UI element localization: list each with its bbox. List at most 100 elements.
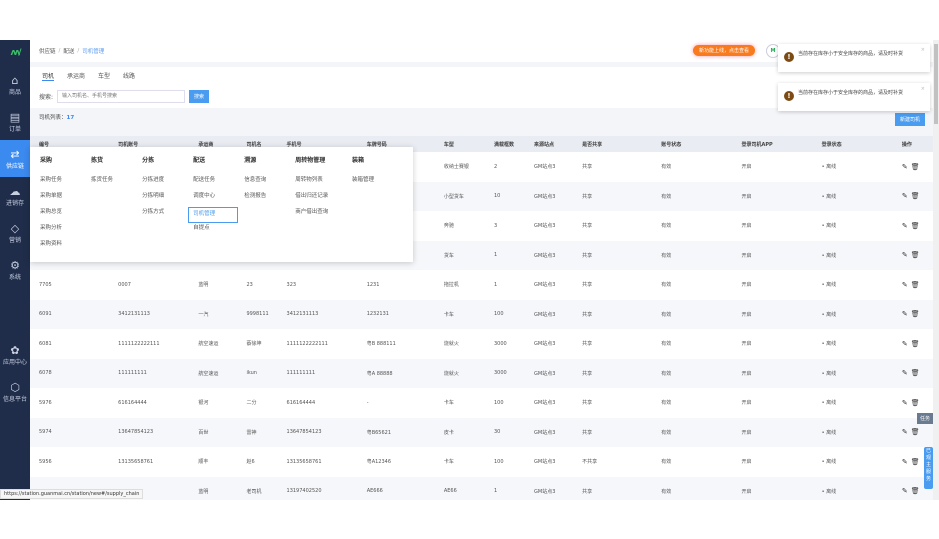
table-cell: GM站点3 [534, 341, 556, 348]
delete-icon[interactable]: 🗑 [910, 192, 923, 201]
table-cell: 1 [484, 240, 526, 270]
column-header: 是否共享 [573, 136, 653, 152]
delete-icon[interactable]: 🗑 [910, 221, 923, 230]
edit-icon[interactable]: ✎ [901, 339, 911, 348]
delete-icon[interactable]: 🗑 [910, 251, 923, 260]
edit-icon[interactable]: ✎ [901, 192, 911, 201]
sidebar-item-cloud[interactable]: ☁ 进销存 [0, 177, 30, 214]
table-cell: 共享 [573, 299, 653, 329]
gear-icon: ⚙ [10, 258, 20, 272]
task-button[interactable]: 任务 [917, 413, 934, 424]
table-row: 5976 616164444 银河 二分 616164444 - 卡车 100 GM站点3 共享 有… [30, 388, 933, 418]
close-icon[interactable]: × [920, 47, 925, 53]
delete-icon[interactable]: 🗑 [910, 457, 923, 466]
menu-item[interactable]: 调度中心 [193, 193, 216, 199]
edit-icon[interactable]: ✎ [901, 280, 911, 289]
menu-item[interactable]: 采购任务 [40, 177, 63, 183]
menu-group: 分拣分拣进度分拣明细分拣方式 [142, 155, 193, 254]
avatar[interactable]: M [766, 44, 780, 58]
table-cell: 13135658761 [118, 458, 154, 465]
table-cell: 111111111 [109, 358, 190, 388]
menu-item[interactable]: 采购总览 [40, 209, 63, 215]
actions-cell: ✎🗑 [893, 329, 933, 359]
sidebar-item-gear[interactable]: ⚙ 系统 [0, 251, 30, 288]
menu-group: 采购 采购任务 采购单据 采购总览 采购分析 采购资料 [40, 155, 91, 254]
edit-icon[interactable]: ✎ [901, 162, 911, 171]
menu-item[interactable]: 采购资料 [40, 241, 63, 247]
table-cell: 雷神 [237, 417, 278, 447]
edit-icon[interactable]: ✎ [901, 398, 911, 407]
table-cell: 烧就火 [434, 358, 485, 388]
delete-icon[interactable]: 🗑 [910, 162, 923, 171]
tab-vehicle-type[interactable]: 车型 [98, 73, 111, 80]
tab-driver[interactable]: 司机 [42, 72, 55, 81]
edit-icon[interactable]: ✎ [901, 457, 911, 466]
edit-icon[interactable]: ✎ [901, 310, 911, 319]
menu-item[interactable]: 分拣方式 [142, 209, 165, 215]
menu-item[interactable]: 采购单据 [40, 193, 63, 199]
menu-item[interactable]: 分拣明细 [142, 193, 165, 199]
table-cell: 卡车 [434, 299, 485, 329]
delete-icon[interactable]: 🗑 [910, 428, 923, 437]
tab-carrier[interactable]: 承运商 [67, 73, 86, 80]
search-input[interactable] [57, 89, 186, 103]
table-cell: - [366, 399, 369, 406]
table-cell: 卡车 [443, 400, 454, 407]
actions-cell: ✎🗑 [893, 270, 933, 300]
tab-route[interactable]: 线路 [123, 73, 136, 80]
menu-item[interactable]: 装箱管理 [351, 177, 374, 183]
table-cell: 开启 [741, 164, 752, 171]
sidebar-item-label: 商品 [8, 88, 21, 96]
menu-item[interactable]: 司机管理 [188, 207, 239, 223]
menu-group-title: 分拣 [142, 157, 155, 164]
table-cell: 有效 [661, 164, 672, 171]
delete-icon[interactable]: 🗑 [910, 398, 923, 407]
scrollbar[interactable] [933, 40, 939, 500]
table-cell: 1 [493, 281, 498, 288]
customer-service-button[interactable]: 已观主服务 [924, 447, 933, 489]
table-cell: 111111111 [277, 358, 358, 388]
menu-item[interactable]: 检测报告 [244, 193, 267, 199]
edit-icon[interactable]: ✎ [901, 369, 911, 378]
sidebar-item-label: 营销 [8, 236, 21, 244]
new-feature-button[interactable]: 新功能上线，点击查看 [693, 45, 756, 56]
edit-icon[interactable]: ✎ [901, 487, 911, 496]
sidebar-item-cube[interactable]: ⬡ 信息平台 [0, 373, 30, 410]
edit-icon[interactable]: ✎ [901, 221, 911, 230]
menu-item[interactable]: 采购分析 [40, 225, 63, 231]
delete-icon[interactable]: 🗑 [910, 339, 923, 348]
menu-item[interactable]: 分拣进度 [142, 177, 165, 183]
delete-icon[interactable]: 🗑 [910, 310, 923, 319]
close-icon[interactable]: × [920, 86, 925, 92]
table-cell: 蔡徐坤 [246, 341, 262, 348]
table-cell: • 离线 [821, 459, 837, 466]
menu-group: 周转物管理 周转物列表 借出归还记录 商户借出查询 [295, 155, 352, 254]
edit-icon[interactable]: ✎ [901, 251, 911, 260]
breadcrumb-item[interactable]: 供应链 [39, 49, 56, 55]
search-button[interactable]: 搜索 [189, 89, 210, 103]
sidebar-item-exchange[interactable]: ⇄ 供应链 [0, 140, 30, 177]
sidebar-item-tag[interactable]: ◇ 营销 [0, 214, 30, 251]
sidebar-item-order[interactable]: ▤ 订单 [0, 103, 30, 140]
menu-item[interactable]: 自提点 [193, 225, 210, 231]
table-cell: 3412131113 [277, 299, 358, 329]
breadcrumb-item[interactable]: 配送 [63, 49, 75, 55]
table-cell: • 离线 [821, 164, 837, 171]
tag-icon: ◇ [10, 221, 20, 235]
menu-item[interactable]: 周转物列表 [295, 177, 323, 183]
menu-item[interactable]: 商户借出查询 [295, 209, 329, 215]
sidebar-item-apps[interactable]: ✿ 应用中心 [0, 336, 30, 373]
sidebar-item-bag[interactable]: ⌂ 商品 [0, 66, 30, 103]
menu-item[interactable]: 拣货任务 [91, 177, 114, 183]
menu-group: 拣货 拣货任务 [91, 155, 142, 254]
table-cell: 烧就火 [443, 341, 459, 348]
menu-item[interactable]: 配送任务 [193, 177, 216, 183]
supply-chain-menu: 采购 采购任务 采购单据 采购总览 采购分析 采购资料 拣货 拣货任务 分拣 分拣进度 分拣明细 分拣… [30, 147, 413, 262]
new-driver-button[interactable]: 新建司机 [894, 113, 925, 126]
menu-item[interactable]: 信息查询 [244, 177, 267, 183]
menu-item[interactable]: 借出归还记录 [295, 193, 329, 199]
edit-icon[interactable]: ✎ [901, 428, 911, 437]
delete-icon[interactable]: 🗑 [910, 487, 923, 496]
delete-icon[interactable]: 🗑 [910, 280, 923, 289]
delete-icon[interactable]: 🗑 [910, 369, 923, 378]
